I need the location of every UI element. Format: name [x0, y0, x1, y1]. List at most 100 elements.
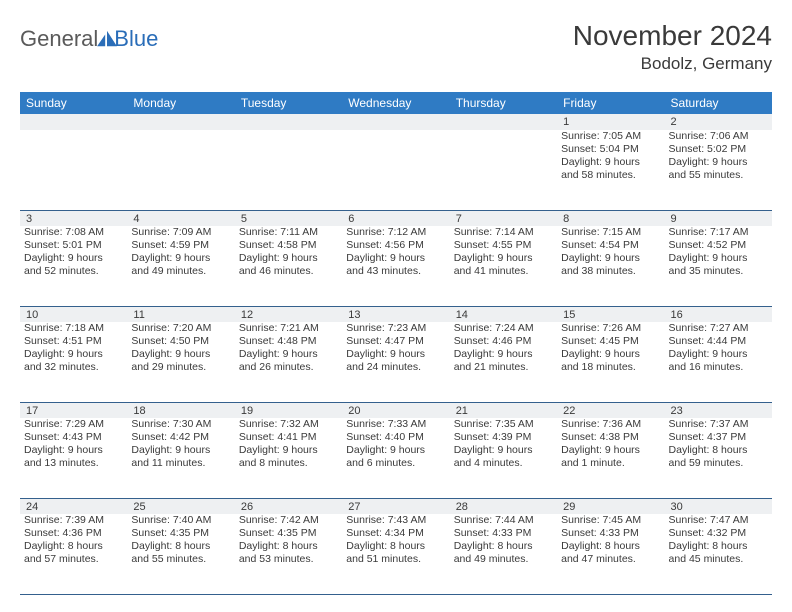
- day-cell: Sunrise: 7:24 AMSunset: 4:46 PMDaylight:…: [450, 322, 557, 402]
- day-cell: Sunrise: 7:32 AMSunset: 4:41 PMDaylight:…: [235, 418, 342, 498]
- day-cell: [342, 130, 449, 210]
- document: General Blue November 2024 Bodolz, Germa…: [0, 0, 792, 595]
- sunrise-text: Sunrise: 7:17 AM: [669, 226, 768, 239]
- day-cell: Sunrise: 7:26 AMSunset: 4:45 PMDaylight:…: [557, 322, 664, 402]
- sunrise-text: Sunrise: 7:44 AM: [454, 514, 553, 527]
- day-number-row: 24252627282930: [20, 498, 772, 514]
- day-cell: Sunrise: 7:05 AMSunset: 5:04 PMDaylight:…: [557, 130, 664, 210]
- dl2-text: and 59 minutes.: [669, 457, 768, 470]
- dl2-text: and 49 minutes.: [454, 553, 553, 566]
- day-number: [127, 114, 234, 130]
- sunset-text: Sunset: 4:55 PM: [454, 239, 553, 252]
- dl2-text: and 13 minutes.: [24, 457, 123, 470]
- calendar-table: SundayMondayTuesdayWednesdayThursdayFrid…: [20, 92, 772, 595]
- sunset-text: Sunset: 4:59 PM: [131, 239, 230, 252]
- day-cell: Sunrise: 7:37 AMSunset: 4:37 PMDaylight:…: [665, 418, 772, 498]
- day-number: [20, 114, 127, 130]
- sunrise-text: Sunrise: 7:20 AM: [131, 322, 230, 335]
- dl2-text: and 47 minutes.: [561, 553, 660, 566]
- day-cell: [450, 130, 557, 210]
- dl2-text: and 46 minutes.: [239, 265, 338, 278]
- day-number: 28: [450, 498, 557, 514]
- calendar-body: 12Sunrise: 7:05 AMSunset: 5:04 PMDayligh…: [20, 114, 772, 594]
- day-number: 3: [20, 210, 127, 226]
- dl2-text: and 55 minutes.: [669, 169, 768, 182]
- dl1-text: Daylight: 9 hours: [669, 252, 768, 265]
- day-number: 26: [235, 498, 342, 514]
- sunset-text: Sunset: 4:45 PM: [561, 335, 660, 348]
- sunset-text: Sunset: 4:58 PM: [239, 239, 338, 252]
- weekday-header: Monday: [127, 92, 234, 114]
- sunrise-text: Sunrise: 7:35 AM: [454, 418, 553, 431]
- sunrise-text: Sunrise: 7:12 AM: [346, 226, 445, 239]
- day-cell: Sunrise: 7:43 AMSunset: 4:34 PMDaylight:…: [342, 514, 449, 594]
- logo-text-blue: Blue: [114, 26, 158, 52]
- page-title: November 2024: [573, 20, 772, 52]
- day-cell: Sunrise: 7:36 AMSunset: 4:38 PMDaylight:…: [557, 418, 664, 498]
- sunset-text: Sunset: 5:01 PM: [24, 239, 123, 252]
- dl1-text: Daylight: 9 hours: [131, 252, 230, 265]
- day-number: 25: [127, 498, 234, 514]
- day-cell: Sunrise: 7:15 AMSunset: 4:54 PMDaylight:…: [557, 226, 664, 306]
- sunset-text: Sunset: 4:50 PM: [131, 335, 230, 348]
- sunset-text: Sunset: 4:47 PM: [346, 335, 445, 348]
- sunrise-text: Sunrise: 7:27 AM: [669, 322, 768, 335]
- day-cell: Sunrise: 7:33 AMSunset: 4:40 PMDaylight:…: [342, 418, 449, 498]
- day-number: 4: [127, 210, 234, 226]
- dl2-text: and 8 minutes.: [239, 457, 338, 470]
- sunrise-text: Sunrise: 7:09 AM: [131, 226, 230, 239]
- day-cell: Sunrise: 7:45 AMSunset: 4:33 PMDaylight:…: [557, 514, 664, 594]
- sunrise-text: Sunrise: 7:30 AM: [131, 418, 230, 431]
- sunrise-text: Sunrise: 7:43 AM: [346, 514, 445, 527]
- dl2-text: and 57 minutes.: [24, 553, 123, 566]
- sunset-text: Sunset: 4:56 PM: [346, 239, 445, 252]
- day-cell: Sunrise: 7:39 AMSunset: 4:36 PMDaylight:…: [20, 514, 127, 594]
- weekday-header: Wednesday: [342, 92, 449, 114]
- dl1-text: Daylight: 9 hours: [24, 252, 123, 265]
- dl1-text: Daylight: 9 hours: [346, 252, 445, 265]
- sunset-text: Sunset: 4:38 PM: [561, 431, 660, 444]
- sunrise-text: Sunrise: 7:11 AM: [239, 226, 338, 239]
- dl2-text: and 41 minutes.: [454, 265, 553, 278]
- dl1-text: Daylight: 8 hours: [239, 540, 338, 553]
- day-number: [235, 114, 342, 130]
- day-number-row: 12: [20, 114, 772, 130]
- sunrise-text: Sunrise: 7:08 AM: [24, 226, 123, 239]
- sunrise-text: Sunrise: 7:40 AM: [131, 514, 230, 527]
- dl1-text: Daylight: 9 hours: [561, 252, 660, 265]
- sunset-text: Sunset: 4:51 PM: [24, 335, 123, 348]
- sunrise-text: Sunrise: 7:36 AM: [561, 418, 660, 431]
- dl2-text: and 11 minutes.: [131, 457, 230, 470]
- sunset-text: Sunset: 4:44 PM: [669, 335, 768, 348]
- day-cell: Sunrise: 7:44 AMSunset: 4:33 PMDaylight:…: [450, 514, 557, 594]
- day-number: 6: [342, 210, 449, 226]
- day-number: 19: [235, 402, 342, 418]
- day-cell: Sunrise: 7:12 AMSunset: 4:56 PMDaylight:…: [342, 226, 449, 306]
- day-number: 13: [342, 306, 449, 322]
- dl2-text: and 55 minutes.: [131, 553, 230, 566]
- dl1-text: Daylight: 8 hours: [24, 540, 123, 553]
- sunrise-text: Sunrise: 7:21 AM: [239, 322, 338, 335]
- day-number: 21: [450, 402, 557, 418]
- day-content-row: Sunrise: 7:39 AMSunset: 4:36 PMDaylight:…: [20, 514, 772, 594]
- sunset-text: Sunset: 4:33 PM: [454, 527, 553, 540]
- sunrise-text: Sunrise: 7:26 AM: [561, 322, 660, 335]
- day-cell: Sunrise: 7:08 AMSunset: 5:01 PMDaylight:…: [20, 226, 127, 306]
- dl1-text: Daylight: 8 hours: [454, 540, 553, 553]
- dl1-text: Daylight: 9 hours: [561, 444, 660, 457]
- dl1-text: Daylight: 9 hours: [24, 444, 123, 457]
- day-cell: [127, 130, 234, 210]
- dl2-text: and 53 minutes.: [239, 553, 338, 566]
- dl1-text: Daylight: 9 hours: [454, 444, 553, 457]
- sunrise-text: Sunrise: 7:24 AM: [454, 322, 553, 335]
- dl2-text: and 21 minutes.: [454, 361, 553, 374]
- dl2-text: and 38 minutes.: [561, 265, 660, 278]
- sunset-text: Sunset: 5:02 PM: [669, 143, 768, 156]
- day-cell: Sunrise: 7:17 AMSunset: 4:52 PMDaylight:…: [665, 226, 772, 306]
- dl2-text: and 51 minutes.: [346, 553, 445, 566]
- day-number: 11: [127, 306, 234, 322]
- calendar-header: SundayMondayTuesdayWednesdayThursdayFrid…: [20, 92, 772, 114]
- sunrise-text: Sunrise: 7:29 AM: [24, 418, 123, 431]
- dl2-text: and 49 minutes.: [131, 265, 230, 278]
- dl1-text: Daylight: 9 hours: [454, 348, 553, 361]
